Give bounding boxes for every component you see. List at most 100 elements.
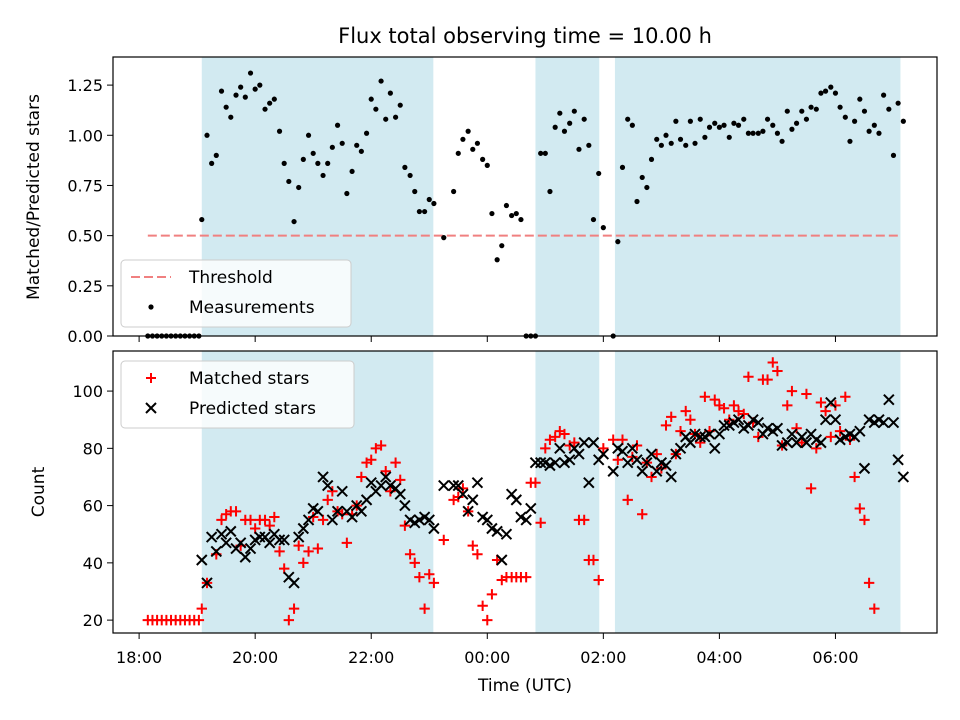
- measurement-point: [276, 128, 283, 134]
- panel-top-intervals: [201, 57, 901, 336]
- measurement-point: [837, 104, 843, 110]
- matched-star-point: [404, 549, 416, 560]
- predicted-star-point: [380, 471, 392, 483]
- matched-star-point: [245, 514, 256, 526]
- predicted-star-point: [486, 522, 498, 535]
- legend-label: Predicted stars: [189, 399, 316, 419]
- measurement-point: [509, 212, 515, 219]
- predicted-star-point: [278, 534, 290, 546]
- matched-star-point: [820, 405, 831, 417]
- measurement-point: [315, 160, 321, 166]
- matched-star-point: [530, 477, 541, 488]
- predicted-star-point: [394, 488, 406, 500]
- panel-top-ylabel: Matched/Predicted stars: [24, 94, 44, 300]
- matched-star-point: [699, 391, 711, 403]
- predicted-star-point: [829, 414, 842, 426]
- matched-star-point: [259, 514, 271, 526]
- observing-interval: [614, 351, 901, 633]
- measurement-point: [793, 120, 800, 126]
- measurement-point: [576, 146, 582, 152]
- measurement-point: [697, 116, 703, 122]
- predicted-star-point: [263, 537, 276, 549]
- matched-star-point: [196, 603, 207, 614]
- measurement-point: [648, 156, 655, 162]
- measurement-point: [242, 94, 248, 100]
- measurement-point: [310, 150, 316, 156]
- predicted-star-point: [674, 442, 687, 455]
- matched-star-point: [303, 546, 314, 557]
- measurement-point: [204, 132, 210, 138]
- predicted-star-point: [331, 505, 344, 518]
- predicted-star-point: [515, 511, 527, 523]
- predicted-star-point: [428, 522, 440, 535]
- measurement-point: [745, 130, 752, 136]
- measurement-point: [373, 106, 379, 112]
- x-axis-label: Time (UTC): [477, 676, 572, 696]
- legend-marker-predicted: [145, 402, 157, 414]
- predicted-star-point: [496, 554, 508, 566]
- x-tick-label: 04:00: [696, 648, 742, 667]
- predicted-star-point: [346, 511, 358, 523]
- measurement-point: [300, 156, 306, 162]
- predicted-star-point: [534, 456, 547, 469]
- predicted-star-point: [491, 525, 503, 538]
- measurement-point: [596, 170, 602, 177]
- predicted-star-point: [365, 476, 377, 489]
- measurement-point: [658, 142, 664, 148]
- matched-star-point: [216, 514, 227, 526]
- panel-bottom-frame: [112, 350, 938, 634]
- measurement-point: [465, 128, 471, 134]
- matched-star-point: [274, 546, 285, 557]
- measurement-point: [334, 122, 341, 128]
- measurement-point: [247, 70, 254, 76]
- matched-star-point: [825, 431, 837, 443]
- measurement-point: [397, 102, 403, 108]
- matched-star-point: [559, 428, 570, 440]
- measurement-point: [257, 82, 263, 88]
- predicted-star-point: [413, 514, 426, 526]
- predicted-star-point: [747, 414, 759, 426]
- matched-star-point: [675, 425, 686, 437]
- measurement-point: [368, 96, 374, 102]
- measurement-point: [881, 92, 887, 98]
- measurement-point: [890, 152, 897, 158]
- x-tick-label: 22:00: [348, 648, 394, 667]
- measurement-point: [764, 116, 771, 122]
- measurement-point: [286, 178, 292, 185]
- matched-star-point: [815, 397, 827, 408]
- legend-box: [120, 360, 355, 429]
- matched-star-point: [578, 514, 590, 526]
- predicted-star-point: [863, 414, 875, 426]
- measurement-point: [412, 188, 418, 195]
- matched-star-point: [540, 443, 551, 454]
- measurement-point: [291, 218, 297, 225]
- matched-star-point: [472, 549, 483, 560]
- predicted-star-point: [292, 531, 305, 543]
- predicted-star-point: [858, 462, 871, 475]
- predicted-star-point: [312, 505, 324, 518]
- predicted-star-point: [375, 479, 387, 492]
- predicted-star-point: [326, 514, 339, 526]
- matched-star-point: [863, 577, 875, 589]
- matched-star-point: [666, 411, 677, 423]
- predicted-star-point: [239, 551, 252, 563]
- measurement-point: [489, 210, 495, 217]
- measurement-point: [770, 122, 776, 128]
- measurement-point: [460, 136, 466, 142]
- measurement-point: [586, 142, 592, 148]
- measurement-point: [480, 156, 486, 162]
- predicted-star-point: [713, 428, 726, 440]
- measurement-point: [634, 198, 640, 205]
- measurement-point: [716, 124, 722, 130]
- predicted-star-point: [684, 436, 697, 449]
- measurement-point: [871, 122, 877, 128]
- measurement-point: [494, 257, 500, 263]
- predicted-star-point: [897, 471, 910, 483]
- measurement-point: [832, 90, 839, 96]
- matched-star-point: [370, 443, 382, 454]
- matched-star-point: [738, 408, 749, 420]
- matched-star-point: [230, 506, 242, 517]
- matched-star-point: [869, 603, 880, 614]
- measurement-point: [484, 162, 490, 168]
